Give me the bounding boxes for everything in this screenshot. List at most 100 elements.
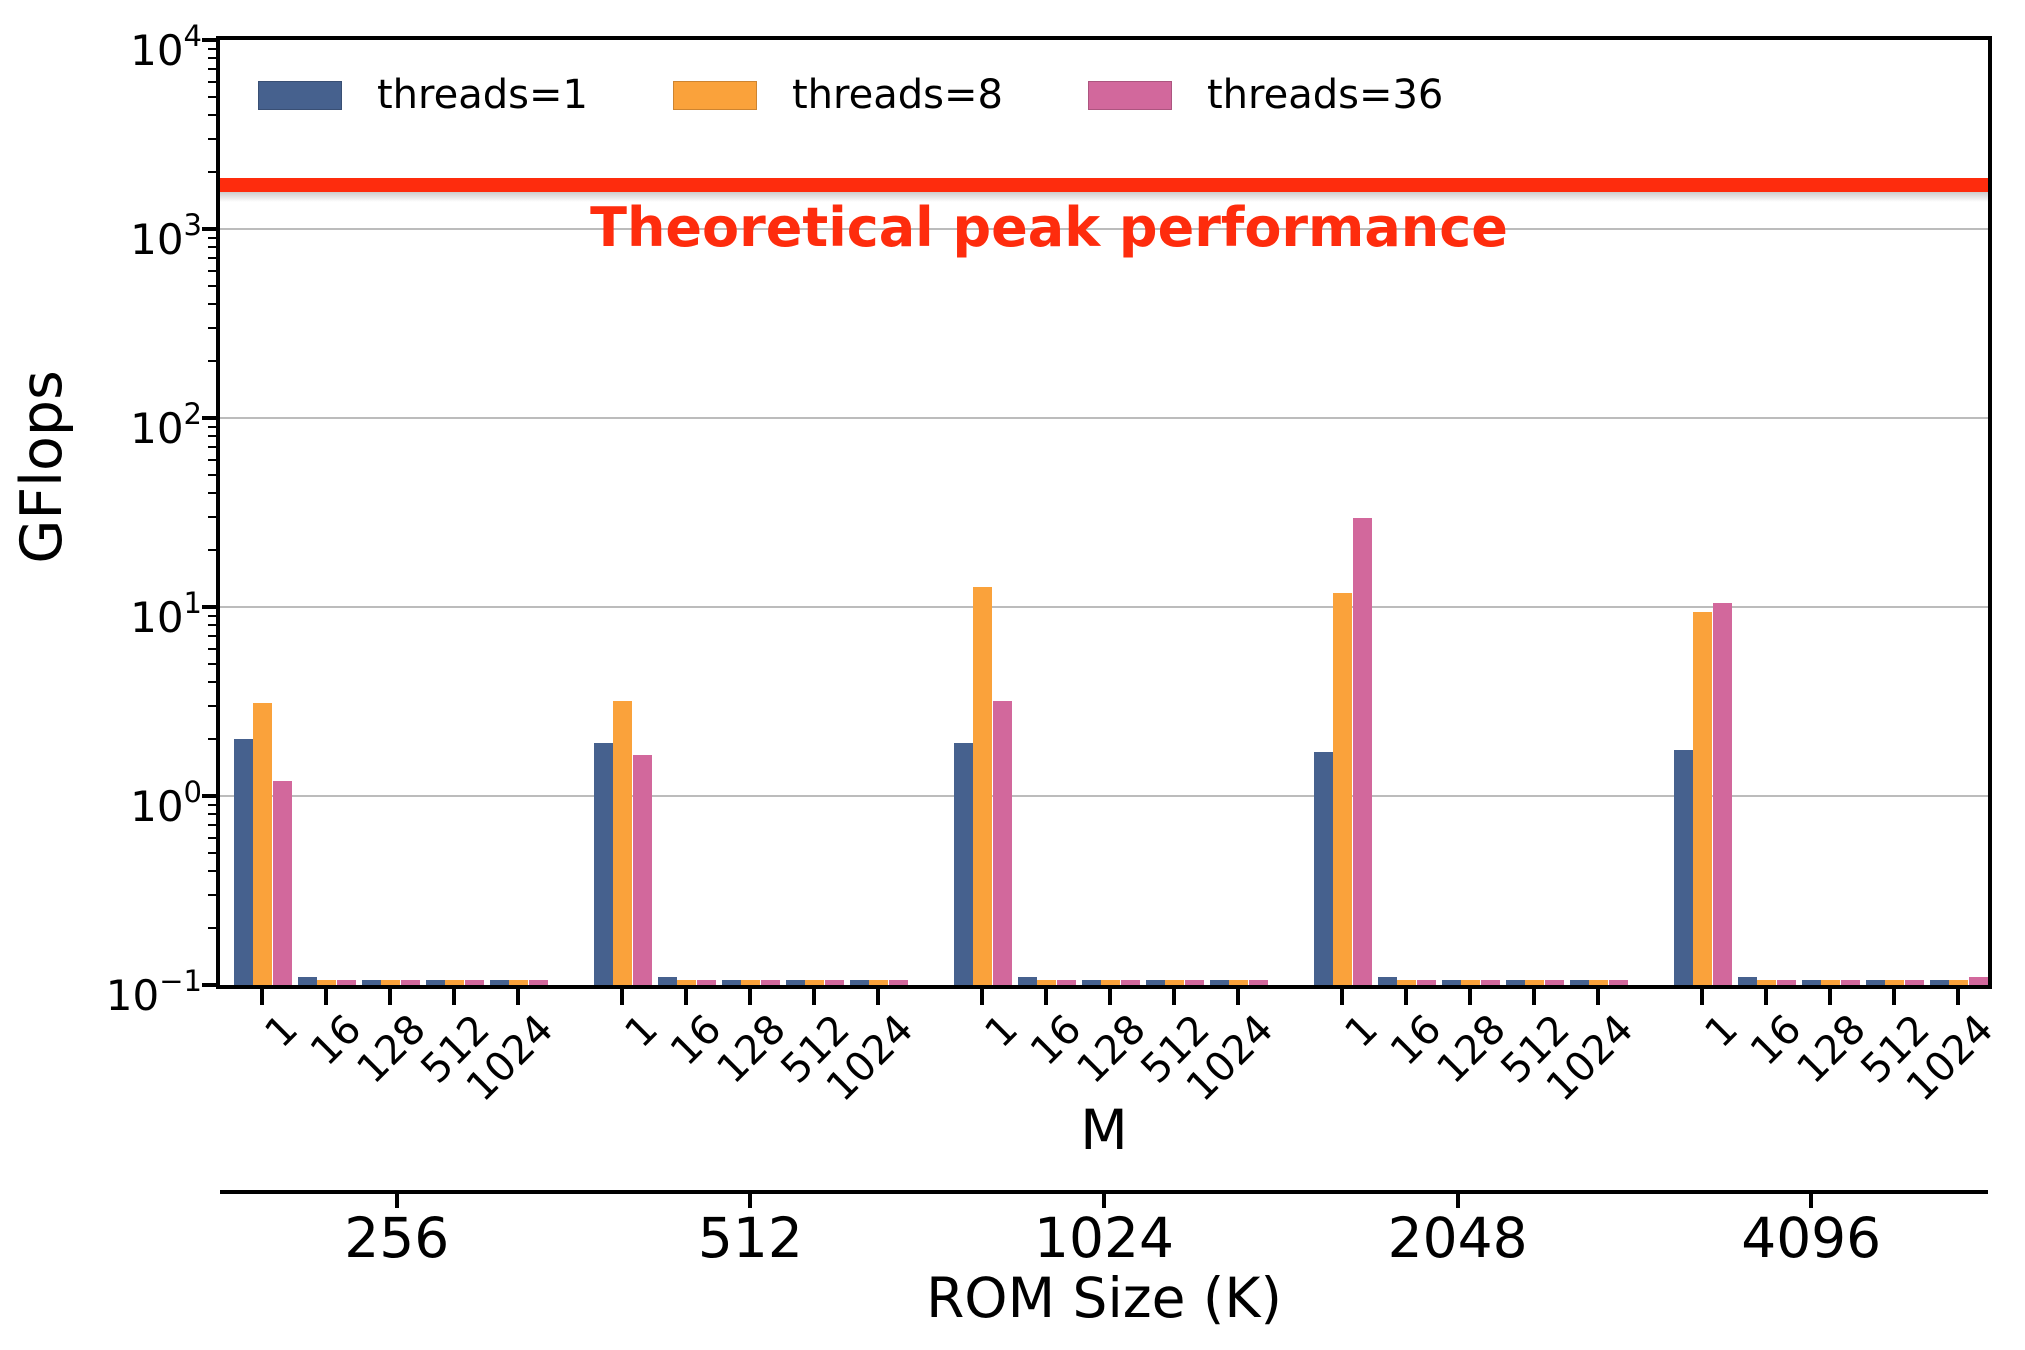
x-tick-rom512-m128 (748, 989, 752, 1005)
bar-threads1-rom4096-m128 (1802, 980, 1821, 985)
rom-tick-label-4096: 4096 (1741, 1206, 1882, 1270)
y-minor-tick-3e2 (208, 326, 216, 329)
y-minor-tick-6e2 (208, 269, 216, 272)
bar-threads36-rom4096-m128 (1841, 980, 1860, 985)
y-minor-tick-3e3 (208, 137, 216, 140)
x-tick-label-rom4096-m1: 1 (1696, 1006, 1747, 1057)
bar-threads1-rom256-m512 (426, 980, 445, 985)
y-tick-1e-1 (202, 983, 216, 987)
x-tick-rom512-m512 (812, 989, 816, 1005)
y-minor-tick-6e1 (208, 458, 216, 461)
rom-tick-4096 (1809, 1194, 1814, 1208)
y-tick-label-1e1: 101 (130, 586, 202, 642)
gridline-1e0 (220, 795, 1988, 797)
x-tick-rom512-m1024 (876, 989, 880, 1005)
bar-threads8-rom512-m1 (613, 700, 632, 985)
bar-threads36-rom1024-m128 (1121, 980, 1140, 985)
bar-threads8-rom512-m1024 (869, 980, 888, 985)
bar-threads1-rom1024-m128 (1082, 980, 1101, 985)
bar-threads8-rom256-m16 (317, 980, 336, 985)
y-minor-tick-3e1 (208, 515, 216, 518)
y-minor-tick-7e0 (208, 635, 216, 638)
y-tick-label-1e4: 104 (130, 19, 202, 75)
y-minor-tick-4e2 (208, 303, 216, 306)
gridline-1e2 (220, 417, 1988, 419)
rom-tick-1024 (1102, 1194, 1106, 1208)
rom-tick-256 (394, 1194, 399, 1208)
y-minor-tick-7e2 (208, 257, 216, 260)
y-minor-tick-7e-1 (208, 824, 216, 827)
y-minor-tick-2e1 (208, 549, 216, 552)
bar-threads1-rom4096-m1024 (1930, 980, 1949, 985)
bar-threads36-rom256-m512 (465, 980, 484, 985)
bar-threads36-rom1024-m1024 (1249, 980, 1268, 985)
y-minor-tick-6e3 (208, 80, 216, 83)
bar-threads36-rom1024-m1 (993, 700, 1012, 985)
bar-threads8-rom256-m1024 (509, 980, 528, 985)
rom-tick-label-1024: 1024 (1034, 1206, 1174, 1270)
bar-threads8-rom2048-m1 (1333, 593, 1352, 985)
y-tick-1e3 (202, 227, 216, 231)
bar-threads1-rom512-m1024 (850, 980, 869, 985)
x-tick-rom256-m1024 (516, 989, 520, 1005)
bar-threads8-rom4096-m1024 (1949, 980, 1968, 985)
bar-threads8-rom2048-m16 (1397, 980, 1416, 985)
bar-threads1-rom512-m16 (658, 977, 677, 985)
bar-threads1-rom2048-m1024 (1570, 980, 1589, 985)
rom-size-axis-line (220, 1190, 1988, 1194)
y-minor-tick-9e1 (208, 425, 216, 428)
rom-tick-label-512: 512 (697, 1206, 803, 1270)
y-tick-1e2 (202, 416, 216, 420)
rom-tick-label-2048: 2048 (1387, 1206, 1528, 1270)
bar-threads8-rom1024-m512 (1165, 980, 1184, 985)
bar-threads8-rom2048-m512 (1525, 980, 1544, 985)
bar-threads36-rom2048-m16 (1417, 980, 1436, 985)
bar-threads1-rom2048-m1 (1314, 752, 1333, 985)
bar-threads8-rom256-m1 (253, 703, 272, 985)
bar-threads8-rom1024-m128 (1101, 980, 1120, 985)
y-minor-tick-4e-1 (208, 870, 216, 873)
bar-threads1-rom1024-m1024 (1210, 980, 1229, 985)
bar-threads8-rom256-m128 (381, 980, 400, 985)
bar-threads8-rom2048-m128 (1461, 980, 1480, 985)
x-tick-rom512-m1 (620, 989, 624, 1005)
x-tick-rom2048-m16 (1404, 989, 1408, 1005)
y-axis-title: GFlops (9, 370, 75, 564)
gridline-1e3 (220, 228, 1988, 230)
rom-tick-512 (748, 1194, 753, 1208)
bar-threads8-rom1024-m16 (1037, 980, 1056, 985)
rom-size-axis-title: ROM Size (K) (926, 1266, 1282, 1330)
legend-label-threads36: threads=36 (1207, 72, 1444, 118)
bar-threads36-rom256-m16 (337, 980, 356, 985)
y-tick-1e0 (202, 794, 216, 798)
y-minor-tick-9e-1 (208, 803, 216, 806)
bar-threads36-rom4096-m16 (1777, 980, 1796, 985)
bar-threads8-rom4096-m512 (1885, 980, 1904, 985)
y-minor-tick-2e-1 (208, 927, 216, 930)
legend-swatch-threads36 (1088, 81, 1172, 110)
bar-threads36-rom1024-m512 (1185, 980, 1204, 985)
y-minor-tick-7e1 (208, 446, 216, 449)
bar-threads8-rom4096-m16 (1757, 980, 1776, 985)
y-minor-tick-2e2 (208, 360, 216, 363)
y-minor-tick-8e1 (208, 435, 216, 438)
bar-threads36-rom2048-m1024 (1609, 980, 1628, 985)
x-tick-rom256-m1 (260, 989, 264, 1005)
x-tick-rom2048-m512 (1532, 989, 1536, 1005)
y-minor-tick-2e3 (208, 171, 216, 174)
bar-threads36-rom4096-m1024 (1969, 977, 1988, 985)
x-tick-rom4096-m1024 (1956, 989, 1960, 1005)
x-tick-label-rom256-m1: 1 (256, 1006, 307, 1057)
bar-threads8-rom512-m16 (677, 980, 696, 985)
x-tick-rom1024-m1 (980, 989, 984, 1005)
bar-threads1-rom2048-m512 (1506, 980, 1525, 985)
bar-threads1-rom1024-m16 (1018, 977, 1037, 985)
y-minor-tick-9e0 (208, 614, 216, 617)
peak-line-shadow (220, 192, 1988, 203)
bar-threads1-rom512-m1 (594, 743, 613, 985)
x-tick-rom1024-m1024 (1236, 989, 1240, 1005)
bar-threads1-rom256-m16 (298, 977, 317, 985)
y-minor-tick-3e-1 (208, 893, 216, 896)
legend-swatch-threads1 (258, 81, 342, 110)
